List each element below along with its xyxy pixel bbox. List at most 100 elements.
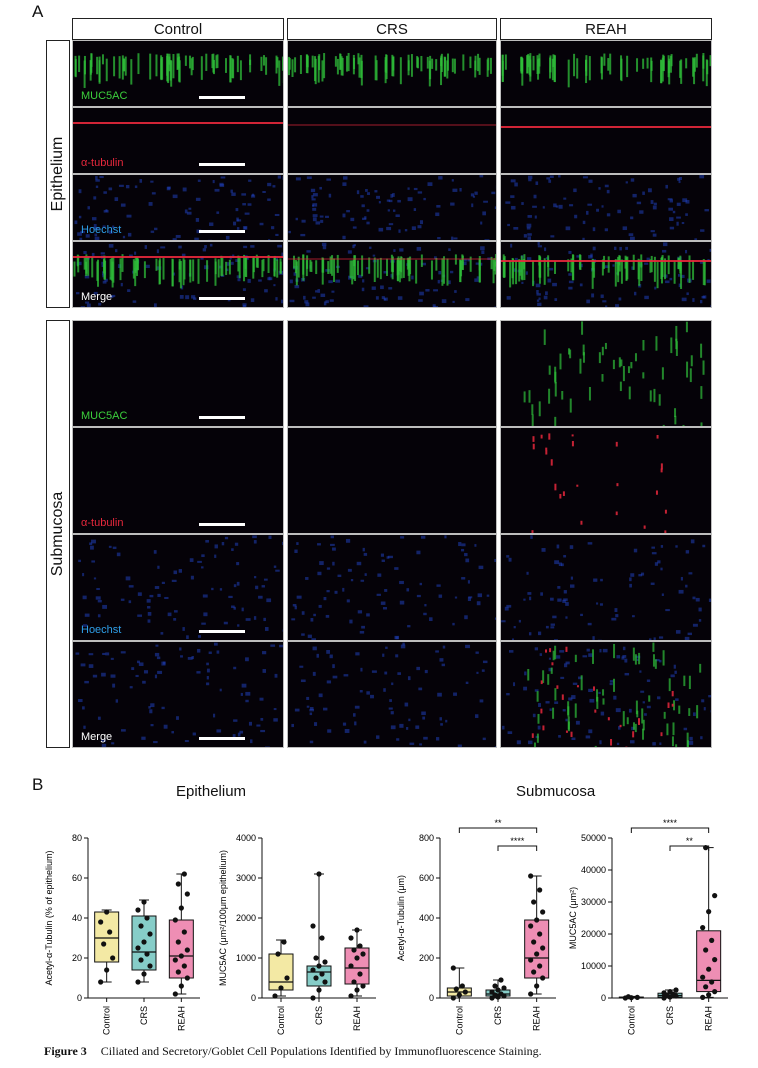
column-header-reah: REAH — [500, 18, 712, 40]
data-point-0-2-8 — [175, 939, 181, 945]
significance-label-2-1: **** — [510, 836, 525, 846]
data-point-2-2-13 — [531, 899, 537, 905]
y-tick-label-0-2: 40 — [72, 913, 82, 923]
data-point-3-2-7 — [712, 957, 718, 963]
y-tick-label-2-3: 600 — [419, 873, 434, 883]
micrograph-submucosa-reah-2 — [500, 534, 712, 641]
scale-bar — [199, 416, 245, 419]
micrograph-epithelium-reah-3 — [500, 241, 712, 308]
data-point-0-0-3 — [101, 941, 107, 947]
data-point-1-2-6 — [354, 955, 360, 961]
significance-bracket-2-0 — [458, 827, 538, 833]
data-point-3-2-11 — [706, 909, 712, 915]
data-point-1-1-8 — [313, 955, 319, 961]
data-point-1-2-0 — [348, 993, 354, 999]
y-tick-label-1-4: 4000 — [236, 833, 256, 843]
x-tick-label-1-2: REAH — [352, 1006, 362, 1031]
significance-label-2-0: ** — [494, 818, 502, 828]
y-tick-label-1-1: 1000 — [236, 953, 256, 963]
y-tick-label-2-2: 400 — [419, 913, 434, 923]
caption-label: Figure 3 — [44, 1044, 87, 1058]
channel-label-submucosa-1: α-tubulin — [81, 517, 124, 529]
data-point-3-0-2 — [634, 994, 640, 1000]
data-point-2-1-8 — [492, 983, 498, 989]
x-tick-label-3-2: REAH — [704, 1006, 714, 1031]
box-2-2 — [524, 919, 550, 979]
data-point-0-2-14 — [181, 871, 187, 877]
data-point-2-2-11 — [534, 917, 540, 923]
column-header-crs: CRS — [287, 18, 497, 40]
data-point-3-1-6 — [667, 989, 673, 995]
data-point-2-2-5 — [528, 957, 534, 963]
channel-label-epithelium-3: Merge — [81, 291, 113, 303]
micrograph-epithelium-crs-2 — [287, 174, 497, 241]
data-point-1-1-2 — [322, 979, 328, 985]
y-tick-label-3-5: 50000 — [581, 833, 606, 843]
micrograph-epithelium-control-2: Hoechst — [72, 174, 284, 241]
data-point-0-1-4 — [144, 951, 150, 957]
data-point-0-2-9 — [181, 929, 187, 935]
box-1-0 — [268, 953, 294, 991]
data-point-0-1-5 — [135, 945, 141, 951]
data-point-2-2-14 — [537, 887, 543, 893]
data-point-1-1-3 — [313, 975, 319, 981]
data-point-0-0-2 — [110, 955, 116, 961]
x-tick-label-0-2: REAH — [176, 1006, 186, 1031]
y-tick-label-1-3: 3000 — [236, 873, 256, 883]
data-point-3-2-0 — [700, 994, 706, 1000]
data-point-2-2-3 — [531, 969, 537, 975]
data-point-1-2-7 — [360, 951, 366, 957]
micrograph-submucosa-control-0: MUC5AC — [72, 320, 284, 427]
data-point-1-1-7 — [322, 959, 328, 965]
micrograph-submucosa-crs-1 — [287, 427, 497, 534]
data-point-2-0-0 — [450, 995, 456, 1001]
y-tick-label-3-2: 20000 — [581, 929, 606, 939]
data-point-1-2-3 — [351, 979, 357, 985]
box-0-0 — [94, 911, 120, 963]
x-tick-label-1-0: Control — [276, 1006, 286, 1035]
data-point-2-0-1 — [456, 992, 462, 998]
data-point-2-1-9 — [498, 977, 504, 983]
data-point-0-2-6 — [178, 953, 184, 959]
micrograph-submucosa-crs-2 — [287, 534, 497, 641]
data-point-0-1-10 — [135, 907, 141, 913]
row-header-submucosa: Submucosa — [46, 320, 70, 748]
data-point-2-2-1 — [534, 983, 540, 989]
data-point-2-2-12 — [540, 909, 546, 915]
data-point-1-1-11 — [316, 871, 322, 877]
scale-bar — [199, 297, 245, 300]
y-tick-label-3-0: 0 — [601, 993, 606, 1003]
data-point-0-2-4 — [181, 963, 187, 969]
micrograph-submucosa-control-3: Merge — [72, 641, 284, 748]
y-tick-label-0-4: 80 — [72, 833, 82, 843]
scale-bar — [199, 630, 245, 633]
y-axis-label-0: Acetyl-α-Tubulin (% of epithelium) — [44, 851, 54, 986]
micrograph-epithelium-reah-0 — [500, 40, 712, 107]
significance-bracket-3-0 — [630, 827, 710, 833]
data-point-0-1-8 — [138, 923, 144, 929]
data-point-2-2-9 — [537, 931, 543, 937]
data-point-2-2-2 — [540, 975, 546, 981]
channel-label-submucosa-0: MUC5AC — [81, 410, 128, 422]
channel-label-epithelium-2: Hoechst — [81, 224, 122, 236]
data-point-2-0-4 — [459, 983, 465, 989]
micrograph-submucosa-crs-3 — [287, 641, 497, 748]
data-point-2-1-7 — [501, 985, 507, 991]
box-plot-charts: 0 20 40 60 80 Acetyl-α-Tubulin (% of epitheli… — [44, 818, 728, 1035]
y-axis-label-1: MUC5AC (μm²/100μm epithelium) — [218, 850, 228, 986]
row-label-submucosa: Submucosa — [49, 491, 66, 577]
data-point-2-0-2 — [462, 989, 468, 995]
scale-bar — [199, 230, 245, 233]
micrograph-epithelium-control-1: α-tubulin — [72, 107, 284, 174]
channel-label-submucosa-2: Hoechst — [81, 624, 122, 636]
caption-text: Ciliated and Secretory/Goblet Cell Popul… — [100, 1044, 542, 1058]
channel-label-epithelium-0: MUC5AC — [81, 90, 128, 102]
data-point-1-2-10 — [348, 935, 354, 941]
data-point-0-0-6 — [104, 909, 110, 915]
data-point-0-0-1 — [104, 967, 110, 973]
data-point-0-2-10 — [172, 917, 178, 923]
data-point-1-2-2 — [360, 983, 366, 989]
x-tick-label-1-1: CRS — [314, 1006, 324, 1025]
micrograph-epithelium-control-3: Merge — [72, 241, 284, 308]
data-point-1-0-1 — [278, 985, 284, 991]
